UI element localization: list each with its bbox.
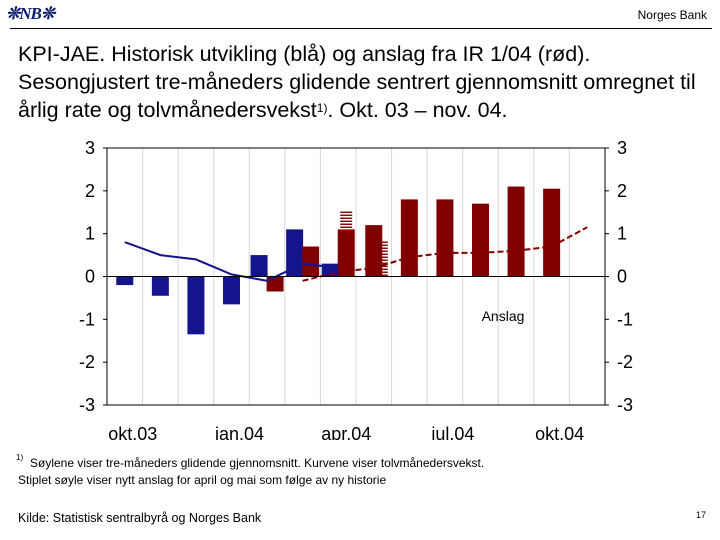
y-tick-label-left: 1 — [85, 224, 95, 244]
source-text: Kilde: Statistisk sentralbyrå og Norges … — [18, 511, 262, 525]
x-tick-label: jul.04 — [430, 424, 474, 440]
bank-name: Norges Bank — [637, 8, 707, 22]
slide-title: KPI-JAE. Historisk utvikling (blå) og an… — [18, 40, 718, 124]
y-tick-label-left: -1 — [79, 309, 95, 329]
y-tick-label-left: 0 — [85, 267, 95, 287]
y-tick-label-left: 3 — [85, 140, 95, 158]
chart: -3 -3 -2 -2 -1 -1 0 0 1 1 2 2 3 3 okt.03 jan.04 apr.04 ju… — [79, 140, 633, 440]
y-tick-label-right: 0 — [617, 267, 627, 287]
y-tick-label-right: 1 — [617, 224, 627, 244]
bar — [472, 203, 489, 277]
title-tail: . Okt. 03 – nov. 04. — [327, 98, 508, 122]
bar — [543, 188, 561, 277]
x-tick-label: okt.03 — [108, 424, 157, 440]
header-divider — [10, 28, 712, 29]
bar — [151, 276, 169, 296]
annotation-anslag: Anslag — [482, 308, 525, 324]
footnote-line-1: Søylene viser tre-måneders glidende gjen… — [30, 456, 485, 470]
bar — [250, 255, 268, 277]
bar — [223, 276, 240, 305]
page-number: 17 — [695, 510, 706, 520]
x-tick-label: apr.04 — [321, 424, 371, 440]
bar — [400, 199, 418, 277]
dashed-bar — [340, 211, 353, 276]
bar — [302, 246, 320, 277]
bar — [116, 276, 134, 286]
norges-bank-logo: ❊NB❊ — [6, 4, 55, 23]
bar — [187, 276, 205, 335]
footnote-marker: 1) — [16, 453, 24, 462]
title-footnote-marker: 1) — [316, 101, 328, 115]
bar — [337, 229, 355, 277]
dashed-bar — [375, 241, 388, 276]
y-tick-label-right: -3 — [617, 395, 633, 415]
bar — [507, 186, 525, 277]
footnote-line-2: Stiplet søyle viser nytt anslag for apri… — [18, 473, 387, 487]
x-tick-label: jan.04 — [214, 424, 264, 440]
y-tick-label-right: 2 — [617, 181, 627, 201]
y-tick-label-left: 2 — [85, 181, 95, 201]
y-tick-label-right: 3 — [617, 140, 627, 158]
forecast-line — [302, 226, 588, 282]
title-main: KPI-JAE. Historisk utvikling (blå) og an… — [18, 42, 696, 122]
bar — [266, 276, 284, 292]
footnote: 1) Søylene viser tre-måneders glidende g… — [16, 453, 485, 489]
y-tick-label-left: -2 — [79, 352, 95, 372]
y-tick-label-left: -3 — [79, 395, 95, 415]
y-tick-label-right: -2 — [617, 352, 633, 372]
y-tick-label-right: -1 — [617, 309, 633, 329]
bar — [436, 199, 454, 277]
historical-line — [124, 241, 339, 282]
x-tick-label: okt.04 — [535, 424, 584, 440]
